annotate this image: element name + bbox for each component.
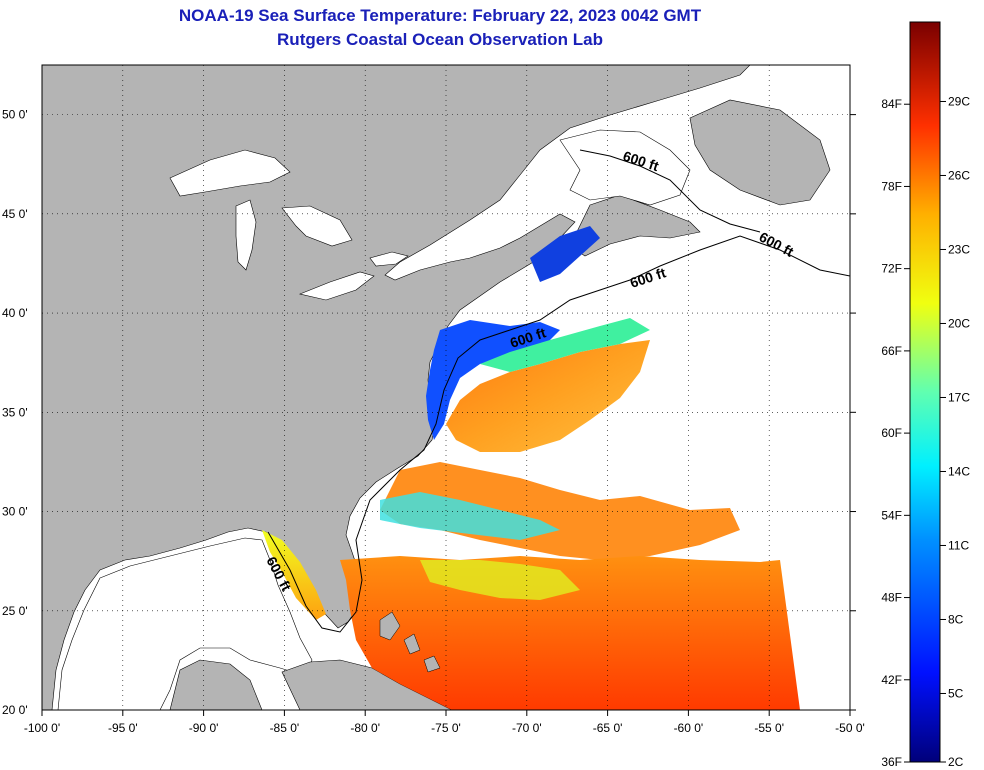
sst-slope-green	[480, 318, 650, 372]
lat-tick-label: 45 0'	[2, 207, 28, 221]
land-bahamas	[379, 611, 441, 673]
axis-ticks: -100 0' -95 0' -90 0' -85 0' -80 0' -75 0' -70…	[2, 108, 865, 735]
lake-ontario	[369, 251, 409, 267]
lon-tick-label: -70 0'	[512, 721, 542, 735]
land-yucatan	[169, 659, 263, 710]
colorbar-f-label: 36F	[881, 755, 902, 769]
colorbar-c-label: 26C	[948, 168, 970, 182]
colorbar-c-label: 14C	[948, 464, 970, 478]
lon-tick-label: -50 0'	[835, 721, 865, 735]
colorbar	[909, 21, 941, 763]
lat-tick-label: 20 0'	[2, 703, 28, 717]
sst-south-yellow	[420, 560, 580, 600]
lat-tick-label: 35 0'	[2, 405, 28, 419]
lon-tick-label: -90 0'	[189, 721, 219, 735]
sst-mid-patches	[380, 462, 740, 560]
colorbar-c-label: 5C	[948, 686, 964, 700]
contour-600ft	[267, 235, 850, 633]
map-subtitle: Rutgers Coastal Ocean Observation Lab	[277, 30, 603, 49]
lat-tick-label: 30 0'	[2, 505, 28, 519]
lon-tick-label: -65 0'	[593, 721, 623, 735]
colorbar-c-label: 8C	[948, 612, 964, 626]
sst-cold-maine	[530, 226, 600, 282]
colorbar-c-label: 23C	[948, 242, 970, 256]
lon-tick-label: -60 0'	[674, 721, 704, 735]
colorbar-f-label: 72F	[881, 262, 902, 276]
colorbar-f-label: 84F	[881, 97, 902, 111]
lon-tick-label: -85 0'	[270, 721, 300, 735]
lake-huron	[281, 205, 353, 247]
colorbar-f-label: 78F	[881, 179, 902, 193]
lake-superior	[169, 149, 291, 197]
sst-gulf-stream	[446, 340, 650, 452]
colorbar-c-label: 29C	[948, 94, 970, 108]
lon-tick-label: -100 0'	[24, 721, 60, 735]
colorbar-c-label: 11C	[948, 538, 969, 552]
lon-tick-label: -75 0'	[431, 721, 461, 735]
lon-tick-label: -95 0'	[108, 721, 138, 735]
lat-tick-label: 50 0'	[2, 108, 28, 122]
colorbar-ticks: 84F 78F 72F 66F 60F 54F 48F 42F 36F 29C 26C 23C 20C 1…	[881, 94, 970, 769]
colorbar-c-label: 17C	[948, 390, 970, 404]
gulf-st-lawrence	[559, 129, 691, 206]
colorbar-f-label: 54F	[881, 508, 902, 522]
sst-south-warm	[340, 556, 800, 710]
map-content: 600 ft 600 ft 600 ft 600 ft 600 ft	[42, 65, 850, 710]
lat-tick-label: 40 0'	[2, 306, 28, 320]
sst-mid-cyan	[380, 492, 560, 540]
lon-tick-label: -55 0'	[754, 721, 784, 735]
lon-tick-label: -80 0'	[350, 721, 380, 735]
land-newfoundland	[689, 99, 831, 206]
lake-erie	[298, 271, 375, 301]
colorbar-f-label: 60F	[881, 426, 902, 440]
sst-florida-shelf	[262, 530, 326, 620]
map-title: NOAA-19 Sea Surface Temperature: Februar…	[178, 6, 702, 25]
colorbar-f-label: 66F	[881, 344, 902, 358]
colorbar-f-label: 48F	[881, 591, 902, 605]
contour-600ft-north	[579, 149, 761, 233]
colorbar-c-label: 2C	[948, 755, 964, 769]
lat-tick-label: 25 0'	[2, 604, 28, 618]
colorbar-f-label: 42F	[881, 673, 902, 687]
colorbar-c-label: 20C	[948, 316, 970, 330]
lake-michigan	[235, 199, 257, 271]
